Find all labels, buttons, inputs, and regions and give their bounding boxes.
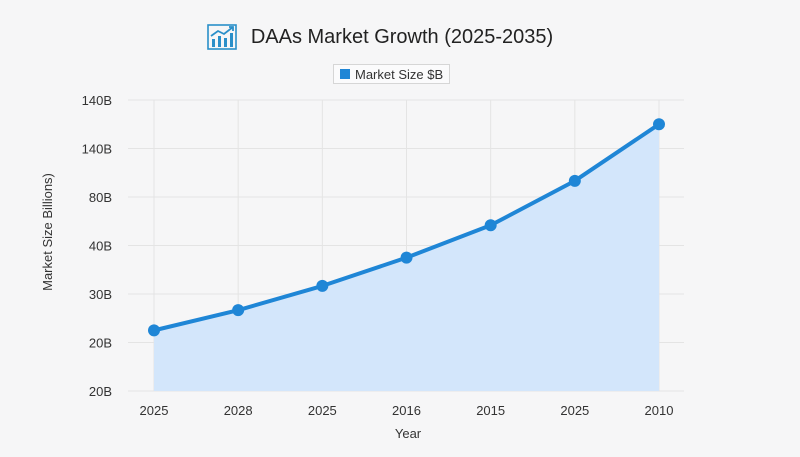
data-point xyxy=(400,251,413,264)
chart-title: DAAs Market Growth (2025-2035) xyxy=(250,25,554,48)
data-point xyxy=(316,279,329,292)
trend-chart-icon xyxy=(207,24,237,50)
chart-legend[interactable]: Market Size $B xyxy=(333,64,451,84)
x-tick-label: 2028 xyxy=(224,403,253,418)
data-point xyxy=(568,174,581,187)
y-tick-labels: 20B 20B 30B 40B 80B 140B 140B xyxy=(82,93,112,399)
y-tick-label: 140B xyxy=(82,142,112,157)
y-tick-label: 140B xyxy=(82,93,112,108)
x-tick-label: 2015 xyxy=(476,403,505,418)
x-tick-label: 2016 xyxy=(392,403,421,418)
legend-swatch xyxy=(340,69,350,79)
y-tick-label: 80B xyxy=(89,190,112,205)
data-point xyxy=(148,324,160,337)
data-point xyxy=(232,304,245,317)
legend-label: Market Size $B xyxy=(355,66,444,82)
data-point xyxy=(653,118,665,131)
x-tick-label: 2025 xyxy=(140,403,169,418)
data-points xyxy=(148,118,665,337)
x-tick-labels: 2025 2028 2025 2016 2015 2025 2010 xyxy=(140,403,674,418)
data-point xyxy=(484,219,497,232)
y-tick-label: 30B xyxy=(89,287,112,302)
y-axis-label: Market Size Billions) xyxy=(40,173,55,291)
x-axis-label: Year xyxy=(395,426,422,441)
x-tick-label: 2010 xyxy=(645,403,674,418)
y-tick-label: 20B xyxy=(89,384,112,399)
x-tick-label: 2025 xyxy=(308,403,337,418)
x-tick-label: 2025 xyxy=(560,403,589,418)
chart-title-row: DAAs Market Growth (2025-2035) xyxy=(0,22,800,52)
y-tick-label: 20B xyxy=(89,336,112,351)
y-tick-label: 40B xyxy=(89,239,112,254)
